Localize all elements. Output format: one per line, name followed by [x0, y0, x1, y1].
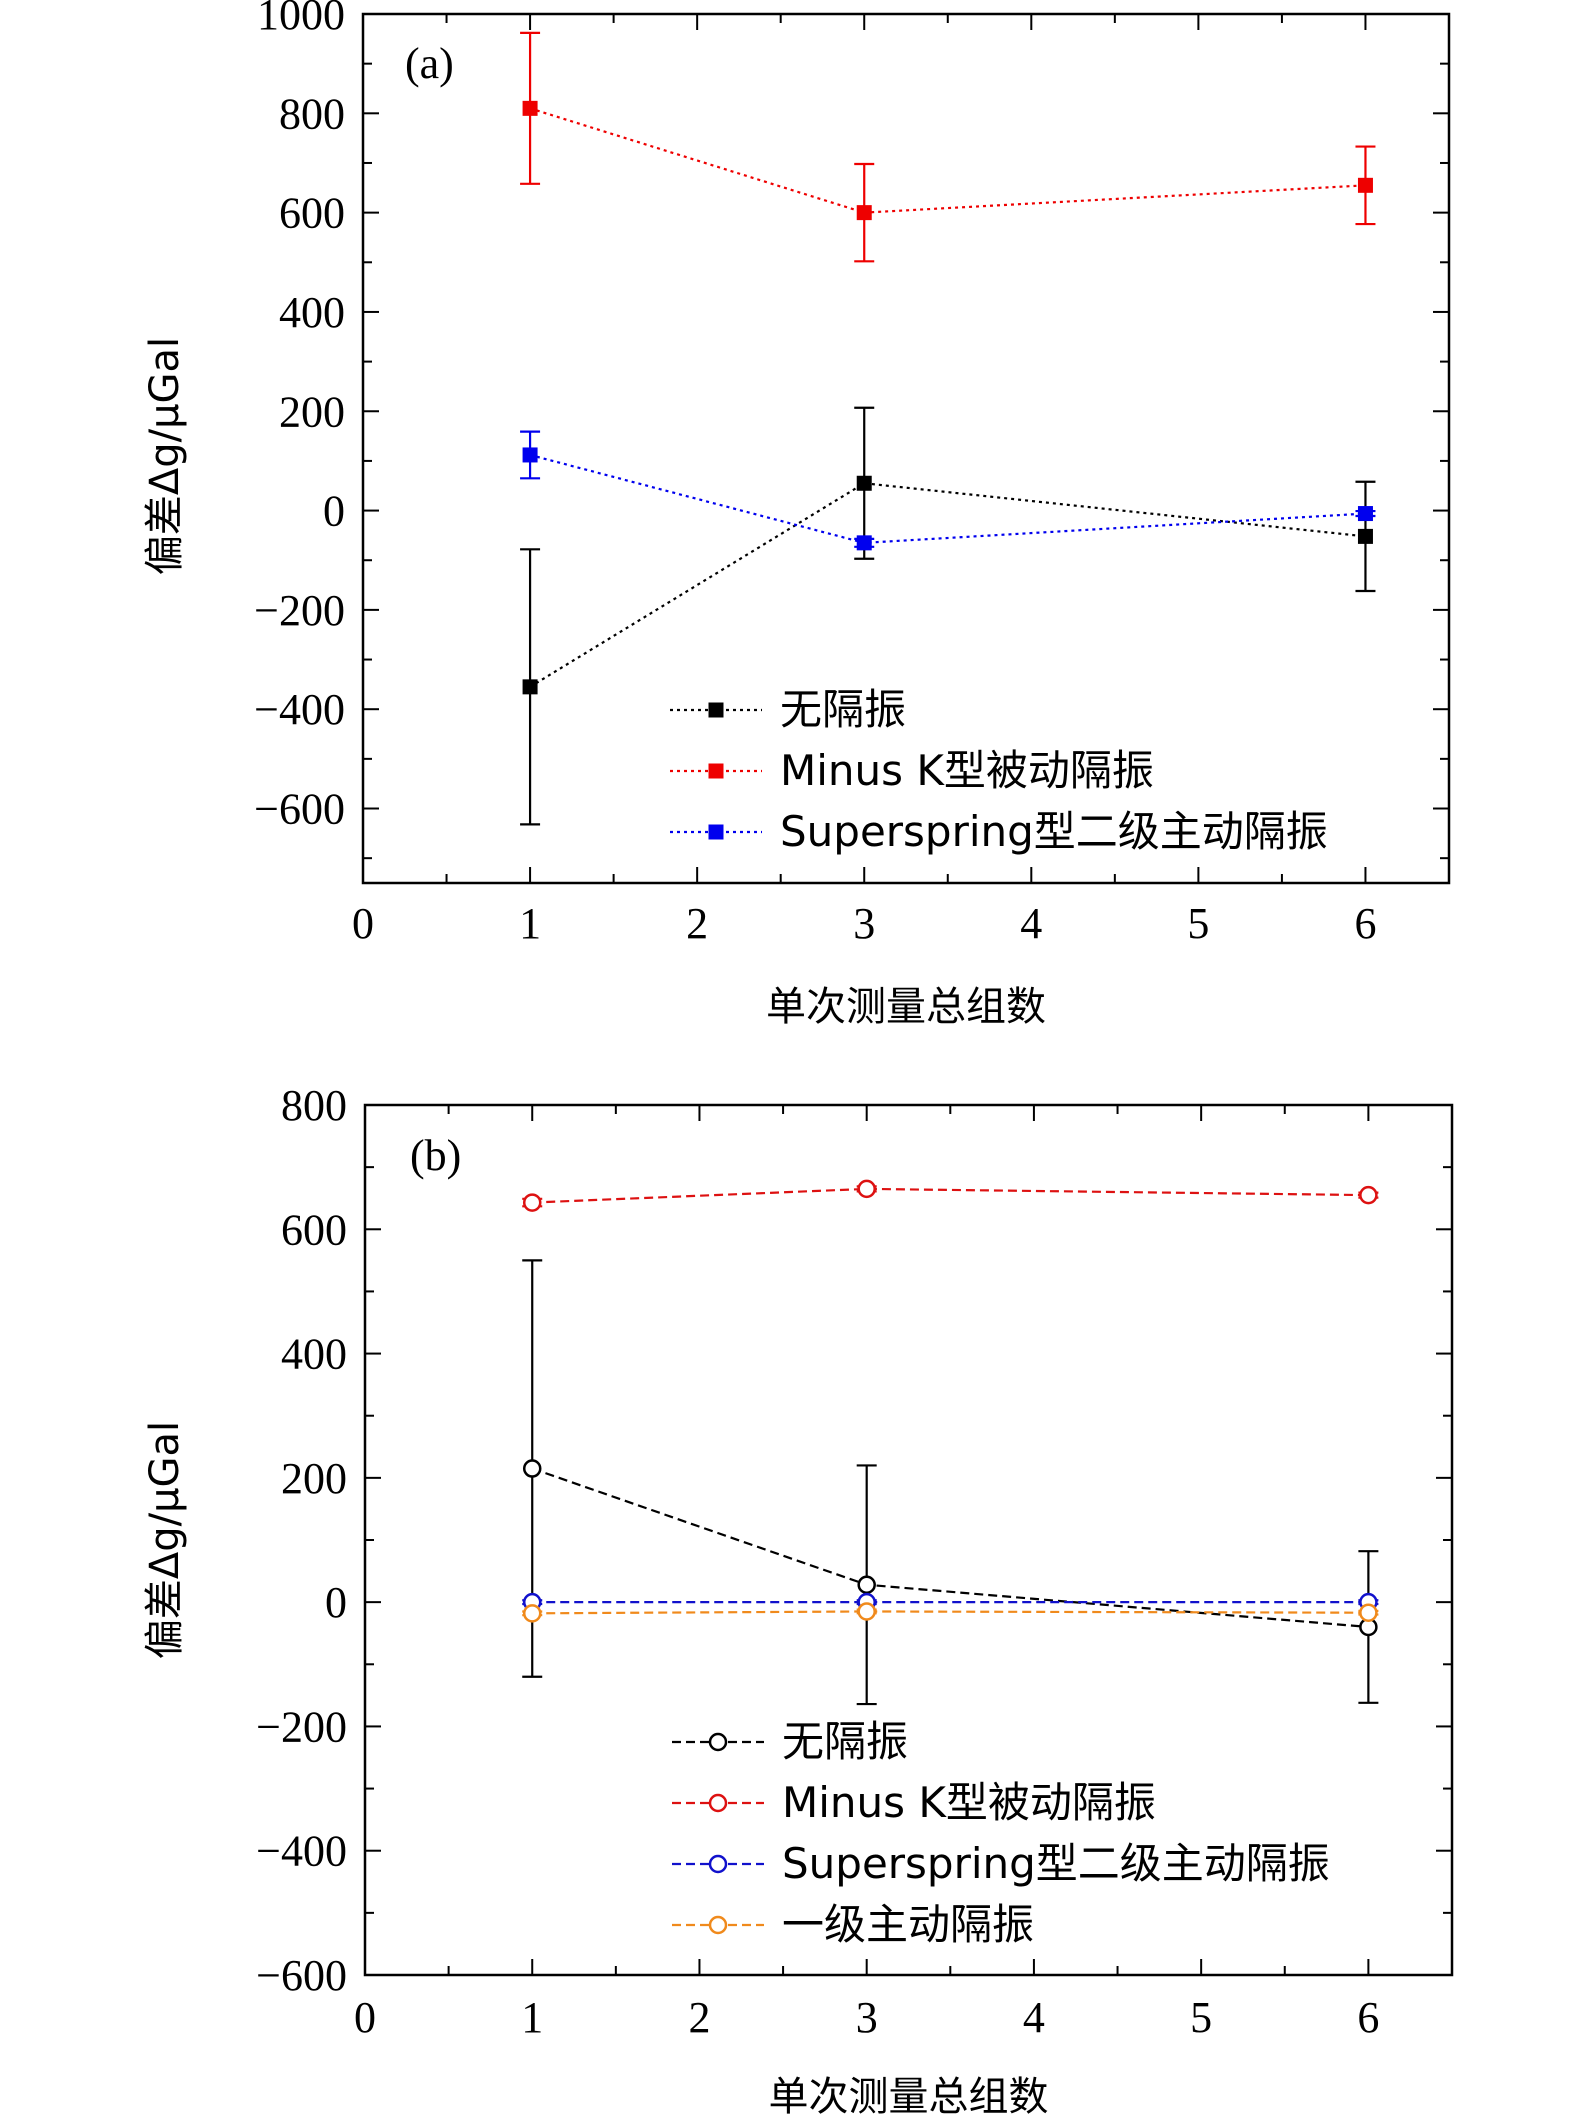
data-point: [1357, 506, 1373, 522]
series-line: [532, 1610, 1369, 1615]
legend: 无隔振 Minus K型被动隔振 Superspring型二级主动隔振: [670, 685, 1328, 856]
data-point: [856, 205, 872, 221]
series-0: [522, 1259, 1379, 1706]
x-tick-label: 3: [856, 1993, 878, 2042]
y-tick-label: 800: [279, 89, 345, 138]
y-tick-label: 0: [323, 487, 345, 536]
x-axis-title: 单次测量总组数: [766, 984, 1046, 1030]
data-point: [856, 475, 872, 491]
y-tick-label: −400: [254, 685, 345, 734]
data-point: [857, 1179, 876, 1199]
data-point: [522, 1604, 542, 1623]
legend-marker: [708, 1793, 728, 1813]
y-tick-label: 600: [279, 189, 345, 238]
series-0: [520, 406, 1376, 826]
data-point: [522, 100, 538, 116]
x-tick-label: 2: [686, 899, 708, 948]
plot-frame: [361, 12, 1451, 885]
panel-label: (b): [410, 1131, 461, 1180]
y-axis-title: 偏差Δg/μGal: [142, 337, 188, 575]
x-tick-label: 5: [1187, 899, 1209, 948]
y-tick-label: 800: [281, 1081, 347, 1130]
legend-label: 无隔振: [780, 685, 906, 734]
data-point: [522, 1459, 542, 1478]
y-tick-label: 0: [325, 1578, 347, 1627]
y-tick-label: −200: [256, 1702, 347, 1751]
legend-marker: [708, 1854, 728, 1874]
x-tick-label: 5: [1190, 1993, 1212, 2042]
legend-label: Minus K型被动隔振: [782, 1778, 1156, 1827]
legend-label: Superspring型二级主动隔振: [780, 807, 1328, 856]
y-axis-title: 偏差Δg/μGal: [142, 1421, 188, 1659]
legend-marker: [708, 1915, 728, 1935]
legend-marker: [708, 824, 724, 840]
y-tick-label: 1000: [257, 0, 345, 39]
chart-panel-b: 0 1 2 3 4 5 6 800 600 400 200 0 −200 −400 −600 单次测量总组数 偏…: [142, 1081, 1454, 2120]
legend-marker: [708, 763, 724, 779]
y-tick-label: −600: [256, 1951, 347, 2000]
data-point: [857, 1575, 876, 1594]
y-tick-label: −400: [256, 1827, 347, 1876]
legend-marker: [708, 702, 724, 718]
series-line: [529, 453, 1366, 544]
x-tick-label: 2: [688, 1993, 710, 2042]
data-point: [856, 535, 872, 551]
panel-label: (a): [405, 39, 454, 88]
series-1: [520, 31, 1376, 263]
x-tick-label: 1: [519, 899, 541, 948]
data-point: [522, 1193, 542, 1212]
legend-label: 无隔振: [782, 1717, 908, 1766]
series-1: [522, 1179, 1379, 1212]
x-tick-label: 0: [352, 899, 374, 948]
series-2: [520, 430, 1376, 551]
data-point: [1357, 177, 1373, 193]
data-point: [857, 1602, 876, 1621]
legend-label: Minus K型被动隔振: [780, 746, 1154, 795]
data-point: [1359, 1603, 1378, 1622]
data-point: [522, 679, 538, 695]
x-axis-title: 单次测量总组数: [769, 2074, 1049, 2120]
x-tick-label: 0: [354, 1993, 376, 2042]
y-tick-label: 200: [281, 1454, 347, 1503]
x-tick-label: 4: [1020, 899, 1042, 948]
y-tick-label: 200: [279, 387, 345, 436]
x-tick-label: 3: [853, 899, 875, 948]
legend-label: Superspring型二级主动隔振: [782, 1839, 1330, 1888]
x-tick-label: 6: [1357, 1993, 1379, 2042]
data-point: [522, 447, 538, 463]
y-tick-label: −600: [254, 785, 345, 834]
y-tick-label: 400: [279, 288, 345, 337]
y-tick-label: 600: [281, 1205, 347, 1254]
series-2: [522, 1592, 1379, 1612]
y-tick-label: −200: [254, 586, 345, 635]
legend-label: 一级主动隔振: [782, 1900, 1034, 1949]
series-line: [531, 1467, 1369, 1629]
x-tick-label: 1: [521, 1993, 543, 2042]
data-point: [1357, 528, 1373, 544]
series-line: [529, 482, 1366, 688]
x-tick-label: 4: [1023, 1993, 1045, 2042]
data-point: [1359, 1185, 1378, 1205]
series-3: [522, 1602, 1379, 1623]
chart-panel-a: 0 1 2 3 4 5 6 1000 800 600 400 200 0 −200 −400 −600 单次测量…: [142, 0, 1451, 1030]
y-tick-label: 400: [281, 1330, 347, 1379]
series-line: [532, 1187, 1369, 1204]
x-tick-label: 6: [1354, 899, 1376, 948]
series-line: [529, 107, 1366, 214]
legend-marker: [708, 1732, 728, 1752]
